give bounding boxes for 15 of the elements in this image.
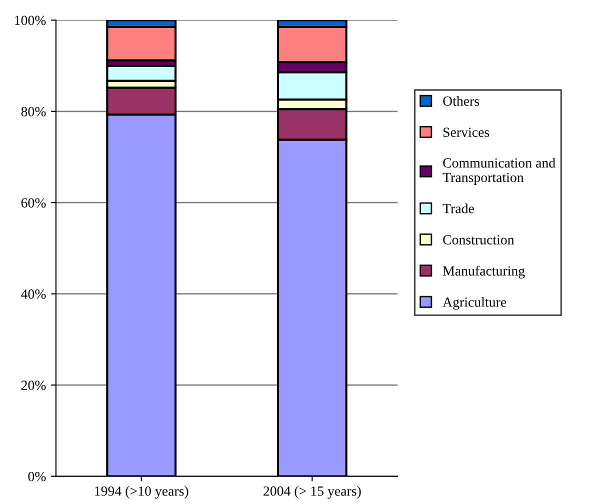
legend-label: Services xyxy=(443,128,490,137)
legend-label: Construction xyxy=(443,235,514,244)
legend-label: Trade xyxy=(442,204,474,214)
legend-label: Agriculture xyxy=(442,297,506,310)
legend-label: Communication and Transportation xyxy=(442,158,556,185)
y-tick-label: 0% xyxy=(28,472,46,482)
y-tick-label: 100% xyxy=(15,16,46,26)
x-tick-label: 1994 (>10 years) xyxy=(95,486,188,499)
legend-label: Others xyxy=(443,96,480,106)
x-tick-label: 2004 (> 15 years) xyxy=(264,486,361,499)
y-tick-label: 60% xyxy=(21,198,46,208)
y-tick-label: 40% xyxy=(21,289,46,299)
y-tick-label: 20% xyxy=(21,380,46,390)
legend-label: Manufacturing xyxy=(442,266,525,278)
y-tick-label: 80% xyxy=(21,106,46,116)
